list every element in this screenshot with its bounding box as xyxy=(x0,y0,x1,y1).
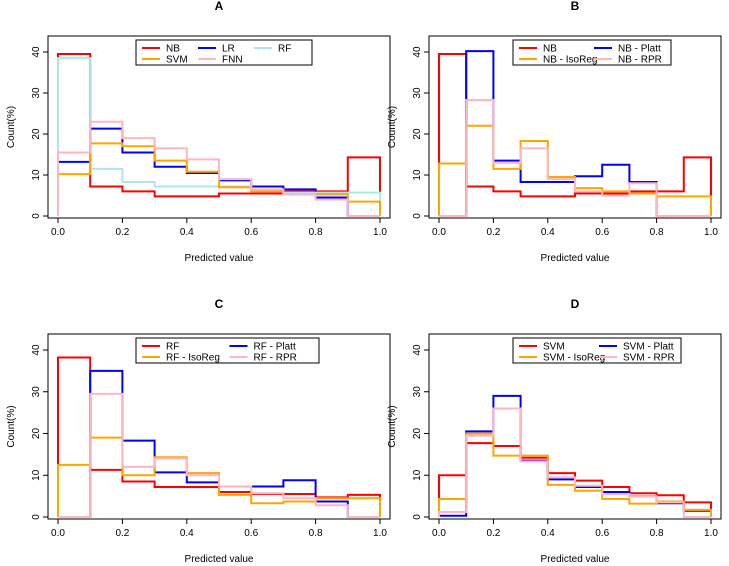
legend-label: SVM - Platt xyxy=(623,342,674,353)
legend-label: SVM xyxy=(543,342,565,353)
x-tick-label: 0.6 xyxy=(595,227,609,238)
legend-label: FNN xyxy=(222,55,243,66)
legend-box xyxy=(135,337,320,364)
x-tick-label: 0.2 xyxy=(486,227,500,238)
x-tick-label: 1.0 xyxy=(704,528,718,539)
panel-c: C 0.0 0.2 0.4 0.6 0.8 1.0 0 10 20 30 40 Predicted va… xyxy=(6,297,391,565)
series-svm-platt xyxy=(438,394,712,517)
plot-frame xyxy=(47,35,391,219)
series-svm-rpr xyxy=(438,407,711,518)
legend: RF RF - Platt RF - IsoReg RF - RPR xyxy=(135,337,320,364)
x-tick-label: 0.0 xyxy=(432,528,446,539)
legend-label: NB xyxy=(543,44,557,55)
x-tick-label: 0.2 xyxy=(115,227,129,238)
x-tick-label: 0.4 xyxy=(180,227,194,238)
legend-box xyxy=(135,39,313,66)
series-rf-rpr xyxy=(58,392,380,518)
y-axis-title: Count(%) xyxy=(6,405,17,447)
panel-a: A 0.0 0.2 0.4 0.6 0.8 1.0 0 10 20 30 40 Predicted va… xyxy=(6,0,391,264)
x-tick-label: 0.8 xyxy=(309,227,323,238)
x-tick-label: 1.0 xyxy=(704,227,718,238)
y-tick-label: 20 xyxy=(412,128,423,140)
plot-frame xyxy=(428,333,722,520)
legend: NB LR RF SVM FNN xyxy=(135,39,313,66)
x-tick-label: 0.8 xyxy=(309,528,323,539)
y-axis-title: Count(%) xyxy=(6,106,17,148)
y-tick-label: 40 xyxy=(31,344,42,356)
y-tick-label: 10 xyxy=(31,169,42,181)
y-tick-label: 0 xyxy=(31,213,42,219)
x-axis-title: Predicted value xyxy=(185,554,254,565)
y-tick-label: 30 xyxy=(412,87,423,99)
x-tick-label: 0.4 xyxy=(541,227,555,238)
x-tick-label: 0.8 xyxy=(650,528,664,539)
x-tick-label: 1.0 xyxy=(373,227,387,238)
legend-label: SVM xyxy=(166,55,188,66)
panel-title: A xyxy=(215,0,224,13)
series-nb xyxy=(57,53,381,216)
x-axis-title: Predicted value xyxy=(541,554,610,565)
y-tick-label: 30 xyxy=(31,386,42,398)
plot-frame xyxy=(47,333,391,520)
x-tick-label: 0.2 xyxy=(486,528,500,539)
legend-label: RF xyxy=(166,342,179,353)
legend-box xyxy=(512,39,672,66)
y-tick-label: 40 xyxy=(31,46,42,58)
legend-label: LR xyxy=(222,44,235,55)
legend-box xyxy=(512,337,682,364)
x-tick-label: 0.4 xyxy=(180,528,194,539)
x-tick-label: 0.6 xyxy=(244,528,258,539)
x-tick-label: 0.2 xyxy=(115,528,129,539)
x-tick-label: 0.6 xyxy=(244,227,258,238)
y-tick-label: 10 xyxy=(412,469,423,481)
x-axis-title: Predicted value xyxy=(185,253,254,264)
legend: NB NB - Platt NB - IsoReg NB - RPR xyxy=(512,39,672,66)
y-tick-label: 0 xyxy=(31,514,42,520)
y-tick-label: 40 xyxy=(412,344,423,356)
legend-label: NB - RPR xyxy=(618,55,662,66)
y-axis-title: Count(%) xyxy=(387,106,398,148)
series-rf xyxy=(57,57,381,216)
panel-b: B 0.0 0.2 0.4 0.6 0.8 1.0 0 10 20 30 40 Predicted va… xyxy=(387,0,722,264)
y-tick-label: 0 xyxy=(412,514,423,520)
legend-label: NB xyxy=(166,44,180,55)
legend-label: NB - IsoReg xyxy=(543,55,597,66)
x-tick-label: 0.4 xyxy=(541,528,555,539)
panel-title: B xyxy=(571,0,580,13)
series-nb-isoreg xyxy=(438,124,712,216)
y-tick-label: 10 xyxy=(412,169,423,181)
legend: SVM SVM - Platt SVM - IsoReg SVM - RPR xyxy=(512,337,682,364)
y-tick-label: 40 xyxy=(412,46,423,58)
x-axis-title: Predicted value xyxy=(541,253,610,264)
legend-label: RF - IsoReg xyxy=(166,353,220,364)
legend-label: RF - Platt xyxy=(254,342,296,353)
y-tick-label: 20 xyxy=(31,428,42,440)
panel-d: D 0.0 0.2 0.4 0.6 0.8 1.0 0 10 20 30 40 Predicted va… xyxy=(387,297,722,565)
x-tick-label: 0.8 xyxy=(650,227,664,238)
series-fnn xyxy=(57,120,380,217)
y-tick-label: 30 xyxy=(412,386,423,398)
legend-label: SVM - IsoReg xyxy=(543,353,605,364)
legend-label: RF xyxy=(278,44,291,55)
panel-title: D xyxy=(571,297,580,311)
x-tick-label: 0.6 xyxy=(595,528,609,539)
y-axis-title: Count(%) xyxy=(387,405,398,447)
y-tick-label: 20 xyxy=(412,428,423,440)
x-tick-label: 1.0 xyxy=(373,528,387,539)
series-nb-rpr xyxy=(439,98,711,217)
y-tick-label: 30 xyxy=(31,87,42,99)
y-tick-label: 20 xyxy=(31,128,42,140)
panel-title: C xyxy=(215,297,224,311)
x-tick-label: 0.0 xyxy=(432,227,446,238)
legend-label: SVM - RPR xyxy=(623,353,675,364)
legend-label: NB - Platt xyxy=(618,44,661,55)
y-tick-label: 10 xyxy=(31,469,42,481)
legend-label: RF - RPR xyxy=(254,353,297,364)
y-tick-label: 0 xyxy=(412,213,423,219)
x-tick-label: 0.0 xyxy=(51,528,65,539)
x-tick-label: 0.0 xyxy=(51,227,65,238)
plot-frame xyxy=(428,35,722,219)
